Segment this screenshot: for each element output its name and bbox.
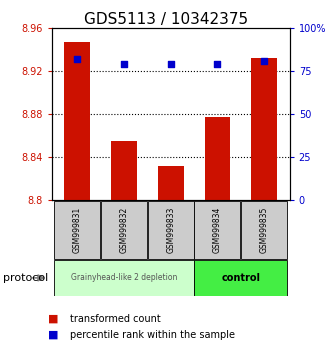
Point <box>121 62 127 67</box>
Point <box>75 56 80 62</box>
FancyBboxPatch shape <box>194 260 287 296</box>
Bar <box>158 166 183 200</box>
Point <box>215 62 220 67</box>
FancyBboxPatch shape <box>241 201 287 259</box>
FancyBboxPatch shape <box>54 260 194 296</box>
Text: Grainyhead-like 2 depletion: Grainyhead-like 2 depletion <box>71 273 177 282</box>
Bar <box>204 118 230 200</box>
Text: protocol: protocol <box>3 273 49 283</box>
Point <box>168 62 173 67</box>
Text: control: control <box>221 273 260 283</box>
Text: GSM999832: GSM999832 <box>120 207 129 253</box>
Bar <box>111 141 137 200</box>
Text: GSM999835: GSM999835 <box>259 207 268 253</box>
Text: percentile rank within the sample: percentile rank within the sample <box>70 330 235 339</box>
FancyBboxPatch shape <box>101 201 147 259</box>
Text: GSM999834: GSM999834 <box>213 207 222 253</box>
Text: ■: ■ <box>48 314 59 324</box>
FancyBboxPatch shape <box>54 201 101 259</box>
FancyBboxPatch shape <box>148 201 194 259</box>
Text: GDS5113 / 10342375: GDS5113 / 10342375 <box>85 12 248 27</box>
Point <box>261 58 267 64</box>
FancyBboxPatch shape <box>194 201 240 259</box>
Text: transformed count: transformed count <box>70 314 161 324</box>
Text: GSM999833: GSM999833 <box>166 207 175 253</box>
Bar <box>251 58 277 200</box>
Text: ■: ■ <box>48 330 59 339</box>
Bar <box>65 42 90 200</box>
Text: GSM999831: GSM999831 <box>73 207 82 253</box>
